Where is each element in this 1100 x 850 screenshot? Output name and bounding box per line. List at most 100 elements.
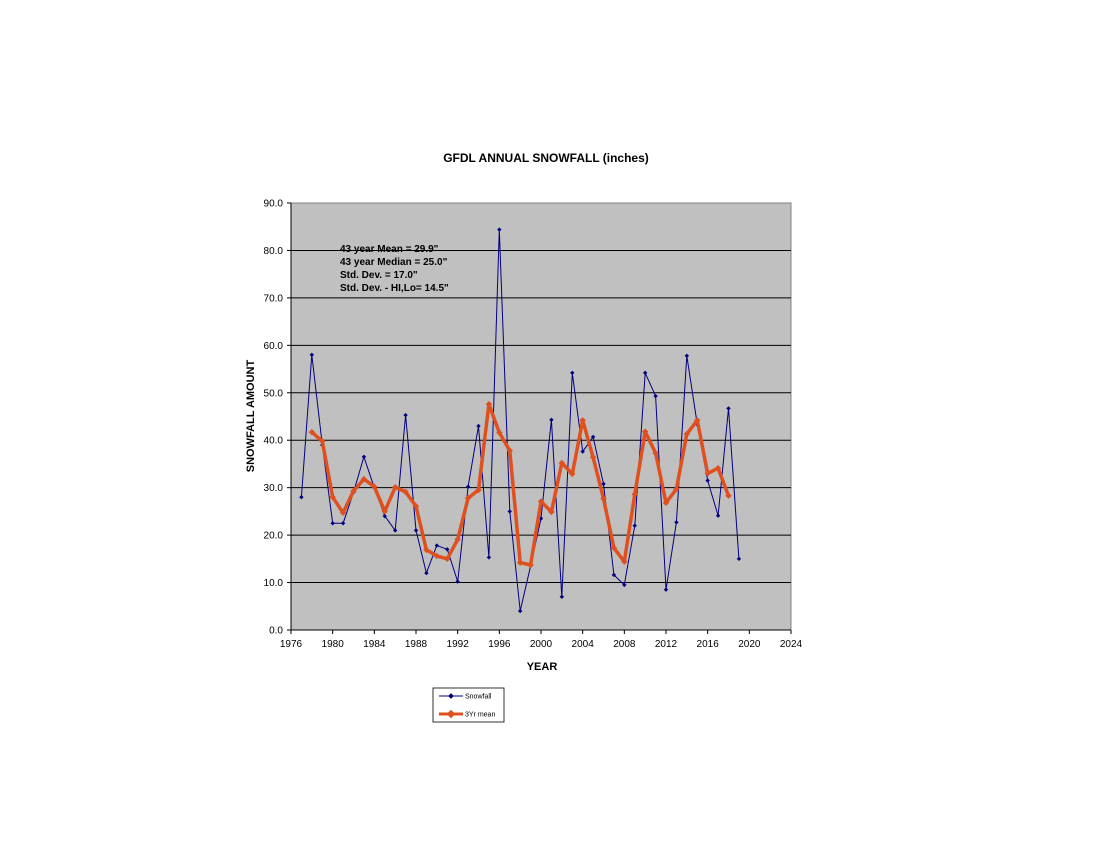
point-3yr-mean	[496, 429, 503, 436]
legend-marker-3yr-mean	[446, 709, 456, 719]
y-tick-label: 80.0	[264, 246, 284, 257]
point-snowfall	[580, 449, 585, 454]
x-axis-ticks: 1976 1980 1984 1988 1992 1996 2000 2004 2008 2012…	[280, 629, 803, 650]
point-snowfall	[549, 417, 554, 423]
point-3yr-mean	[319, 437, 326, 445]
point-snowfall	[476, 423, 481, 429]
point-snowfall	[705, 478, 710, 483]
y-tick-label: 50.0	[264, 388, 284, 399]
point-3yr-mean	[464, 494, 472, 502]
point-3yr-mean	[454, 536, 461, 543]
point-3yr-mean	[558, 459, 566, 467]
point-snowfall	[445, 547, 450, 552]
point-3yr-mean	[714, 465, 722, 472]
x-tick-label: 2000	[530, 639, 553, 650]
point-snowfall	[465, 484, 471, 489]
point-3yr-mean	[569, 470, 576, 478]
point-snowfall	[663, 587, 669, 592]
annotation-mean: 43 year Mean = 29.9"	[340, 244, 439, 255]
series-3yr-mean	[308, 400, 732, 569]
point-snowfall	[611, 572, 617, 578]
point-snowfall	[497, 227, 502, 232]
point-3yr-mean	[444, 555, 451, 563]
point-snowfall	[486, 555, 492, 560]
x-tick-label: 2008	[613, 639, 636, 650]
legend-box	[432, 687, 505, 723]
x-tick-label: 2012	[655, 639, 678, 650]
point-snowfall	[559, 594, 565, 599]
point-snowfall	[622, 582, 627, 588]
point-snowfall	[590, 434, 596, 440]
annotation-std-dev-hilo: Std. Dev. - HI,Lo= 14.5"	[340, 283, 449, 294]
point-snowfall	[726, 406, 731, 411]
point-3yr-mean	[600, 495, 607, 502]
point-snowfall	[392, 528, 398, 533]
legend-label-snowfall: Snowfall	[465, 694, 492, 701]
point-3yr-mean	[360, 475, 368, 483]
point-snowfall	[434, 543, 440, 548]
legend-marker-snowfall	[448, 693, 454, 699]
y-axis-ticks: 0.0 10.0 20.0 30.0 40.0 50.0 60.0 70.0 80.0 90.0	[264, 199, 292, 637]
y-tick-label: 40.0	[264, 436, 284, 447]
point-3yr-mean	[527, 561, 534, 569]
plot-area	[290, 202, 792, 631]
y-tick-label: 0.0	[269, 626, 283, 637]
x-tick-label: 1988	[405, 639, 428, 650]
x-tick-label: 1976	[280, 639, 303, 650]
point-snowfall	[403, 412, 408, 418]
point-3yr-mean	[350, 487, 357, 495]
point-3yr-mean	[329, 493, 336, 501]
point-3yr-mean	[725, 492, 732, 499]
y-tick-label: 30.0	[264, 483, 284, 494]
point-snowfall	[570, 370, 575, 376]
point-snowfall	[507, 509, 512, 514]
point-3yr-mean	[485, 400, 493, 408]
point-3yr-mean	[371, 483, 378, 490]
gridlines	[291, 249, 791, 584]
y-tick-label: 10.0	[264, 578, 284, 589]
point-3yr-mean	[506, 447, 513, 454]
point-3yr-mean	[621, 558, 628, 565]
point-3yr-mean	[402, 488, 409, 496]
y-axis-title: SNOWFALL AMOUNT	[245, 360, 257, 473]
point-3yr-mean	[694, 417, 701, 424]
point-3yr-mean	[683, 430, 691, 438]
point-snowfall	[382, 513, 387, 519]
point-3yr-mean	[537, 498, 545, 505]
point-3yr-mean	[308, 428, 316, 436]
annotation-median: 43 year Median = 25.0"	[340, 257, 448, 268]
point-3yr-mean	[391, 483, 399, 491]
point-snowfall	[361, 454, 367, 460]
series-layer	[299, 227, 742, 614]
point-3yr-mean	[433, 552, 441, 560]
point-snowfall	[413, 528, 419, 533]
x-tick-label: 1984	[363, 639, 386, 650]
point-3yr-mean	[579, 417, 586, 424]
point-3yr-mean	[704, 470, 711, 477]
stats-annotation: 43 year Mean = 29.9" 43 year Median = 25…	[340, 244, 449, 294]
x-tick-label: 2004	[572, 639, 595, 650]
point-3yr-mean	[631, 491, 638, 498]
point-snowfall	[674, 520, 679, 525]
point-3yr-mean	[610, 544, 618, 552]
annotation-std-dev: Std. Dev. = 17.0"	[340, 270, 418, 281]
point-snowfall	[642, 370, 648, 376]
point-snowfall	[684, 353, 690, 358]
y-tick-label: 60.0	[264, 341, 284, 352]
point-snowfall	[299, 494, 304, 500]
y-tick-label: 20.0	[264, 531, 284, 542]
point-3yr-mean	[475, 486, 482, 494]
point-snowfall	[309, 352, 315, 358]
point-snowfall	[330, 521, 335, 526]
point-snowfall	[424, 570, 429, 576]
point-3yr-mean	[548, 508, 555, 516]
point-3yr-mean	[673, 485, 680, 493]
y-tick-label: 70.0	[264, 293, 284, 304]
x-tick-label: 2020	[738, 639, 761, 650]
point-3yr-mean	[412, 502, 420, 510]
x-tick-label: 1996	[488, 639, 511, 650]
y-tick-label: 90.0	[264, 199, 284, 210]
point-snowfall	[340, 521, 346, 526]
point-3yr-mean	[339, 509, 347, 517]
